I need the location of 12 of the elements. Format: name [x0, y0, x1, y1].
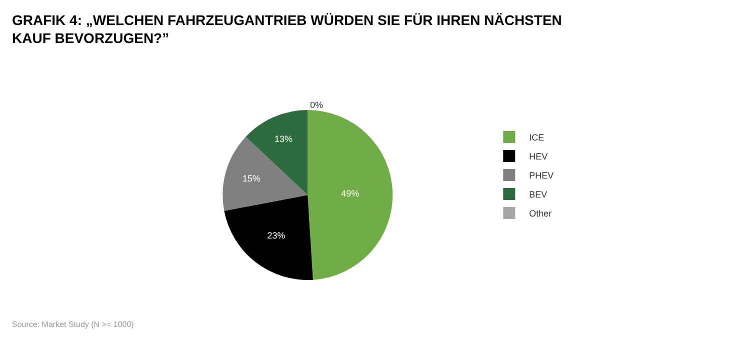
legend-label: Other [529, 208, 552, 219]
data-label: 13% [274, 134, 293, 144]
legend-label: HEV [529, 152, 548, 162]
source-note: Source: Market Study (N >= 1000) [12, 320, 134, 329]
legend-label: PHEV [529, 170, 554, 181]
data-label: 23% [267, 230, 286, 240]
text: 0% [310, 100, 324, 110]
data-label: 15% [242, 174, 261, 184]
data-label: 49% [341, 188, 360, 199]
chart-title: GRAFIK 4: „WELCHEN FAHRZEUGANTRIEB WÜRDEN SIE FÜR IHREN NÄCHSTEN KAUF BEVORZUGEN?” [12, 12, 562, 46]
legend-label: ICE [529, 132, 544, 143]
legend-label: BEV [529, 190, 548, 200]
